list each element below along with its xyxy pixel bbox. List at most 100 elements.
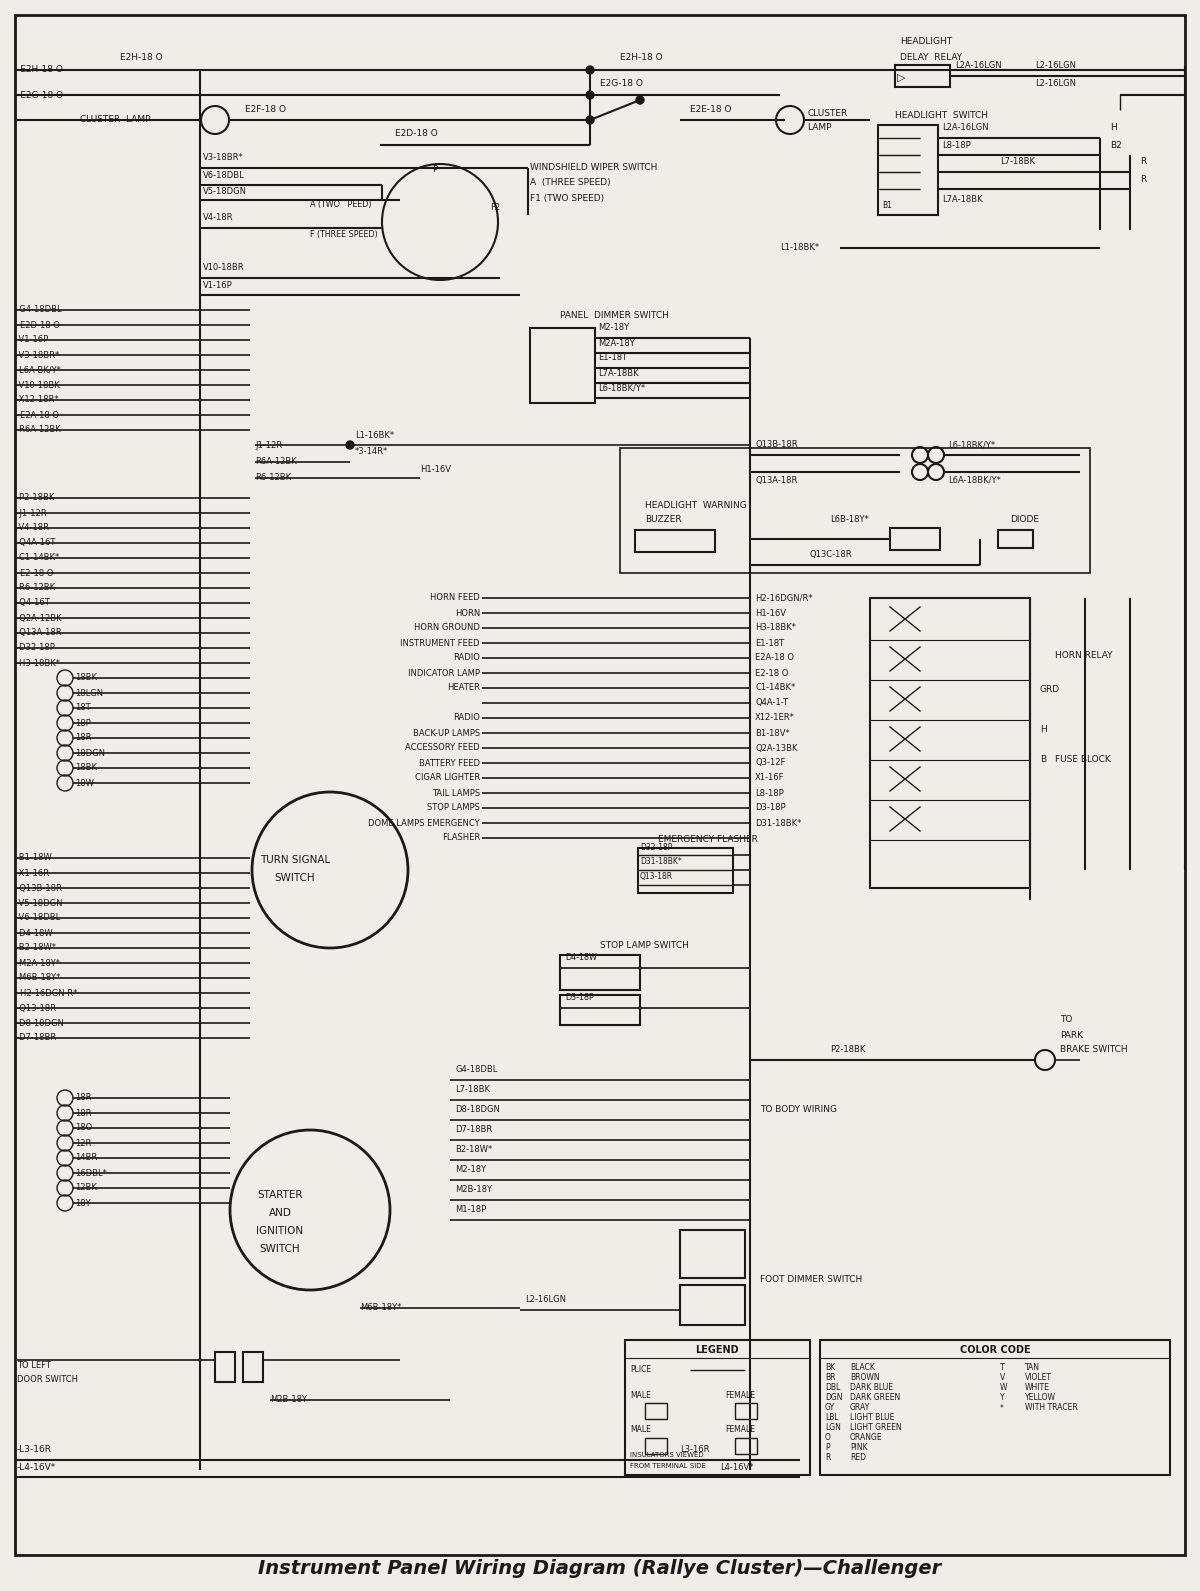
Text: FUSE BLOCK: FUSE BLOCK <box>1055 756 1111 765</box>
Text: DIODE: DIODE <box>1010 515 1039 525</box>
Text: PARK: PARK <box>1060 1031 1084 1039</box>
Text: A (TWO   PEED): A (TWO PEED) <box>310 200 372 210</box>
Text: H: H <box>1040 725 1046 735</box>
Text: -R6A-12BK: -R6A-12BK <box>17 425 61 434</box>
Text: E2D-18 O: E2D-18 O <box>395 129 438 138</box>
Text: RED: RED <box>850 1454 866 1462</box>
Bar <box>638 848 733 893</box>
Text: H1-16V: H1-16V <box>755 608 786 617</box>
Text: 18R: 18R <box>74 1109 91 1117</box>
Text: -H2-16DGN R*: -H2-16DGN R* <box>17 988 77 998</box>
Text: PINK: PINK <box>850 1443 868 1453</box>
Text: *3-14R*: *3-14R* <box>355 447 389 457</box>
Text: -Q13A-18R: -Q13A-18R <box>17 628 62 638</box>
Text: D4-18W: D4-18W <box>565 953 596 963</box>
Text: B2: B2 <box>1110 140 1122 150</box>
Text: SWITCH: SWITCH <box>259 1244 300 1254</box>
Text: -M6B-18Y*: -M6B-18Y* <box>17 974 61 983</box>
Text: D8-18DGN: D8-18DGN <box>455 1106 500 1115</box>
Text: V6-18DBL: V6-18DBL <box>203 170 245 180</box>
Text: -Q13-18R: -Q13-18R <box>17 1004 58 1012</box>
Text: TAN: TAN <box>1025 1363 1040 1373</box>
Text: -L6A-BK/Y*: -L6A-BK/Y* <box>17 366 62 374</box>
Text: M2-18Y: M2-18Y <box>598 323 629 333</box>
Text: 12BK: 12BK <box>74 1184 97 1193</box>
Text: INSTRUMENT FEED: INSTRUMENT FEED <box>401 638 480 648</box>
Bar <box>635 530 715 552</box>
Text: DELAY  RELAY: DELAY RELAY <box>900 54 962 62</box>
Text: Q2A-13BK: Q2A-13BK <box>755 743 798 753</box>
Bar <box>870 598 1030 888</box>
Text: GRAY: GRAY <box>850 1403 870 1413</box>
Text: L7-18BK: L7-18BK <box>455 1085 490 1095</box>
Text: L8-18P: L8-18P <box>942 140 971 150</box>
Text: -D32-18P: -D32-18P <box>17 643 56 652</box>
Text: LEGEND: LEGEND <box>695 1344 739 1356</box>
Text: -B1-18W: -B1-18W <box>17 853 53 862</box>
Text: -E2A-18 O: -E2A-18 O <box>17 410 59 420</box>
Text: LAMP: LAMP <box>808 124 832 132</box>
Text: L2A-16LGN: L2A-16LGN <box>955 60 1002 70</box>
Text: L2-16LGN: L2-16LGN <box>1034 80 1076 89</box>
Text: B: B <box>1040 756 1046 765</box>
Text: E2H-18 O: E2H-18 O <box>120 54 163 62</box>
Bar <box>734 1403 757 1419</box>
Text: R6A-12BK: R6A-12BK <box>256 458 296 466</box>
Text: *: * <box>1000 1403 1004 1413</box>
Text: M2B-18Y: M2B-18Y <box>455 1185 492 1195</box>
Text: -V5-18DGN: -V5-18DGN <box>17 899 64 907</box>
Text: L7-18BK: L7-18BK <box>1000 158 1034 167</box>
Text: H3-18BK*: H3-18BK* <box>755 624 796 633</box>
Bar <box>530 328 595 403</box>
Text: -Q4A-16T: -Q4A-16T <box>17 538 56 547</box>
Text: L6-18BK/Y*: L6-18BK/Y* <box>598 383 646 393</box>
Text: F1 (TWO SPEED): F1 (TWO SPEED) <box>530 194 604 202</box>
Text: TO BODY WIRING: TO BODY WIRING <box>760 1106 838 1115</box>
Text: RADIO: RADIO <box>454 713 480 722</box>
Text: DARK BLUE: DARK BLUE <box>850 1384 893 1392</box>
Text: E2E-18 O: E2E-18 O <box>690 105 732 113</box>
Text: IGNITION: IGNITION <box>257 1227 304 1236</box>
Text: LBL: LBL <box>826 1413 839 1422</box>
Text: B1-18V*: B1-18V* <box>755 729 790 738</box>
Text: V10-18BR: V10-18BR <box>203 264 245 272</box>
Text: -V6-18DBL: -V6-18DBL <box>17 913 61 923</box>
Text: -Q4-16T: -Q4-16T <box>17 598 50 608</box>
Text: -E2H-18 O: -E2H-18 O <box>17 65 62 75</box>
Text: L6A-18BK/Y*: L6A-18BK/Y* <box>948 476 1001 485</box>
Text: 18T: 18T <box>74 703 91 713</box>
Text: 18W: 18W <box>74 778 94 788</box>
Text: -G4-18DBL: -G4-18DBL <box>17 305 62 315</box>
Text: X12-1ER*: X12-1ER* <box>755 713 794 722</box>
Text: BRAKE SWITCH: BRAKE SWITCH <box>1060 1045 1128 1055</box>
Bar <box>734 1438 757 1454</box>
Text: E2H-18 O: E2H-18 O <box>620 54 662 62</box>
Text: E1-18T: E1-18T <box>598 353 628 363</box>
Text: ACCESSORY FEED: ACCESSORY FEED <box>406 743 480 753</box>
Text: -H3-18BK*: -H3-18BK* <box>17 659 61 668</box>
Text: 12R: 12R <box>74 1139 91 1147</box>
Text: C1-14BK*: C1-14BK* <box>755 684 796 692</box>
Text: STOP LAMP SWITCH: STOP LAMP SWITCH <box>600 940 689 950</box>
Text: J1-12R: J1-12R <box>256 441 282 450</box>
Text: GRD: GRD <box>1040 686 1060 695</box>
Text: ORANGE: ORANGE <box>850 1433 883 1443</box>
Text: TO LEFT: TO LEFT <box>17 1360 50 1370</box>
Text: B2-18W*: B2-18W* <box>455 1146 492 1155</box>
Text: SWITCH: SWITCH <box>275 873 316 883</box>
Text: 16DBL*: 16DBL* <box>74 1168 107 1177</box>
Text: F2: F2 <box>490 202 500 212</box>
Text: D3-18P: D3-18P <box>565 993 594 1002</box>
Bar <box>646 1403 667 1419</box>
Text: L8-18P: L8-18P <box>755 789 784 797</box>
Circle shape <box>586 116 594 124</box>
Text: HEATER: HEATER <box>448 684 480 692</box>
Text: 18P: 18P <box>74 719 91 727</box>
Bar <box>215 1352 235 1383</box>
Text: HEADLIGHT  WARNING: HEADLIGHT WARNING <box>646 501 746 509</box>
Text: FEMALE: FEMALE <box>725 1426 755 1435</box>
Text: LIGHT BLUE: LIGHT BLUE <box>850 1413 894 1422</box>
Text: D32-18P: D32-18P <box>640 843 672 851</box>
Text: L2-16LGN: L2-16LGN <box>1034 60 1076 70</box>
Text: BATTERY FEED: BATTERY FEED <box>419 759 480 767</box>
